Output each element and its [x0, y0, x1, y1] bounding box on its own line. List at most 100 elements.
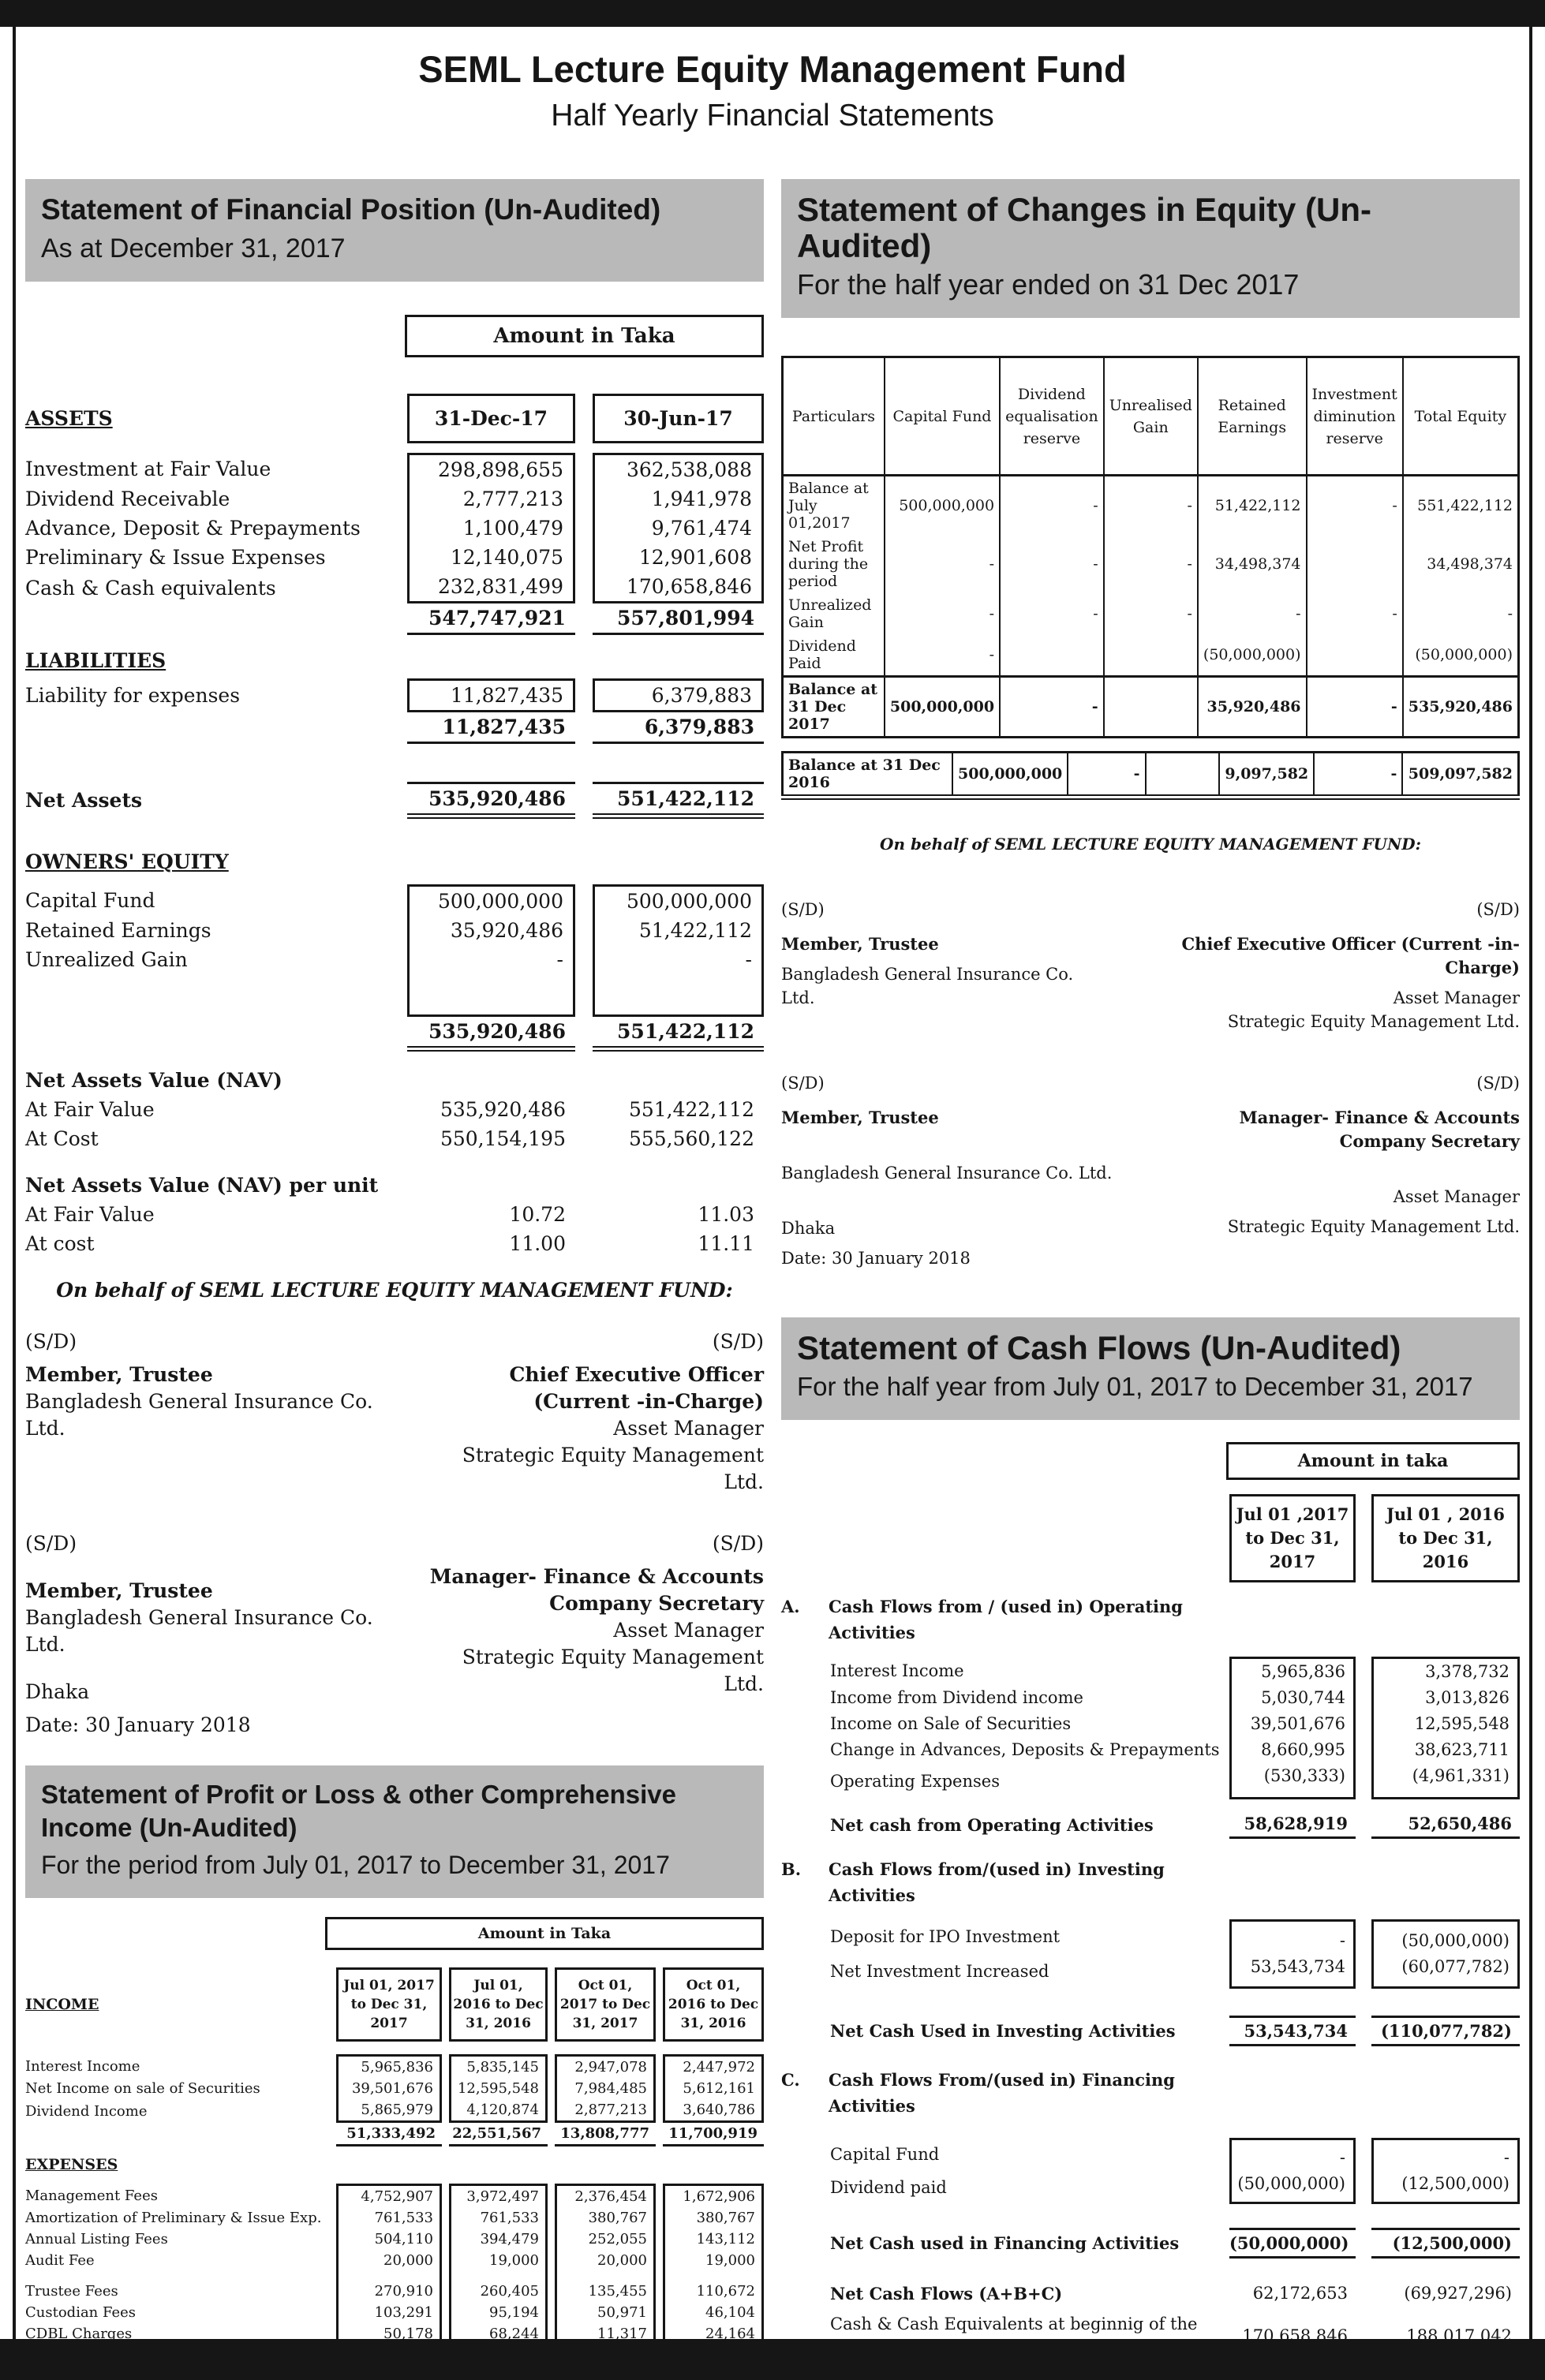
row-label: Advance, Deposit & Prepayments	[25, 517, 361, 540]
signature-row: (S/D) Member, Trustee Bangladesh General…	[25, 1328, 764, 1496]
value-cell: 62,172,653	[1252, 2284, 1348, 2303]
two-column-layout: Statement of Financial Position (Un-Audi…	[24, 157, 1521, 2380]
value-cell: 34,498,374	[1196, 535, 1307, 593]
scf-a-rows: Interest Income 5,965,836 3,378,732 Inco…	[781, 1657, 1520, 1839]
total-cell: (110,077,782)	[1371, 2016, 1520, 2046]
sd-mark: (S/D)	[1476, 900, 1520, 919]
value-cell: 362,538,088	[593, 453, 764, 484]
section-b-title-row: B. Cash Flows from/(used in) Investing Ac…	[781, 1856, 1520, 1908]
sfp-col1-header: 31-Dec-17	[407, 394, 575, 443]
value-cell: 5,612,161	[663, 2078, 764, 2099]
value-cell: 110,672	[663, 2281, 764, 2302]
table-row: Amortization of Preliminary & Issue Exp.…	[25, 2207, 764, 2229]
column-header: Dividend equalisation reserve	[999, 357, 1105, 476]
table-row: Interest Income 5,965,836 3,378,732	[781, 1657, 1520, 1685]
value-cell: (4,961,331)	[1371, 1763, 1520, 1799]
row-label: Dividend Receivable	[25, 488, 230, 510]
expenses-header-row: EXPENSES	[25, 2154, 764, 2176]
signer-role: Member, Trustee	[25, 1579, 213, 1602]
table-row: Dividend Income 5,865,979 4,120,874 2,87…	[25, 2099, 764, 2123]
value-cell: 394,479	[449, 2229, 548, 2250]
signer-role: Member, Trustee	[781, 934, 939, 954]
value-cell: 1,672,906	[663, 2184, 764, 2207]
signer-company: Bangladesh General Insurance Co. Ltd.	[781, 965, 1074, 1007]
scf-heading: Statement of Cash Flows (Un-Audited)	[797, 1329, 1401, 1366]
bottom-black-bar	[0, 2339, 1545, 2380]
value-cell: -	[999, 675, 1105, 738]
value-cell: 535,920,486	[1401, 675, 1520, 738]
table-row: Cash & Cash equivalents 232,831,499 170,…	[25, 572, 764, 603]
total-label: Net Cash used in Financing Activities	[830, 2233, 1180, 2253]
value-cell: 5,965,836	[1229, 1657, 1356, 1685]
scf-c-total-row: Net Cash used in Financing Activities (5…	[781, 2228, 1520, 2259]
signer-title: Asset Manager	[1393, 1187, 1520, 1206]
row-label: Trustee Fees	[25, 2283, 118, 2300]
value-cell: -	[1313, 752, 1404, 798]
row-label: Income on Sale of Securities	[830, 1714, 1072, 1733]
value-cell: 170,658,846	[593, 572, 764, 603]
row-label: Custodian Fees	[25, 2304, 137, 2321]
table-row: Dividend Paid - (50,000,000) (50,000,000…	[781, 634, 1520, 677]
value-cell: 9,097,582	[1218, 752, 1315, 798]
table-row: Investment at Fair Value 298,898,655 362…	[25, 453, 764, 484]
signer-role: Manager- Finance & Accounts	[429, 1565, 764, 1588]
scf-col2-header: Jul 01 , 2016 to Dec 31, 2016	[1371, 1494, 1520, 1582]
sfp-amount-in-taka-box: Amount in Taka	[405, 315, 764, 357]
value-cell	[1144, 752, 1221, 798]
value-cell: -	[1229, 2138, 1356, 2171]
signature-left: (S/D) Member, Trustee Bangladesh General…	[781, 1071, 1112, 1270]
pl-col-header: Jul 01, 2016 to Dec 31, 2016	[449, 1967, 548, 2042]
signature-left: (S/D) Member, Trustee Bangladesh General…	[25, 1328, 417, 1496]
value-cell: -	[1102, 593, 1199, 634]
row-label: Cash & Cash equivalents	[25, 576, 276, 600]
signer-title: Asset Manager	[1393, 988, 1520, 1007]
pl-income-label: INCOME	[25, 1995, 99, 2013]
value-cell: -	[1371, 2138, 1520, 2171]
value-cell: 7,984,485	[555, 2078, 656, 2099]
sfp-assets-rows: Investment at Fair Value 298,898,655 362…	[25, 453, 764, 635]
sfp-heading-bar: Statement of Financial Position (Un-Audi…	[25, 179, 764, 282]
value-cell: 500,000,000	[883, 475, 1001, 535]
scf-column-header-row: Jul 01 ,2017 to Dec 31, 2017 Jul 01 , 20…	[781, 1494, 1520, 1582]
row-label: Audit Fee	[25, 2252, 95, 2269]
row-label: Interest Income	[830, 1661, 964, 1680]
value-cell: 53,543,734	[1229, 1954, 1356, 1989]
value-cell: 4,752,907	[336, 2184, 442, 2207]
row-label: Preliminary & Issue Expenses	[25, 546, 326, 569]
row-label: CDBL Charges	[25, 2326, 133, 2342]
balance-2016-row: Balance at 31 Dec 2016 500,000,000 - 9,0…	[781, 752, 1520, 798]
row-label: Balance at 31 Dec 2017	[781, 675, 885, 738]
column-header: Unrealised Gain	[1102, 357, 1199, 476]
value-cell: 2,376,454	[555, 2184, 656, 2207]
net-assets-label: Net Assets	[25, 789, 143, 812]
value-cell: 9,761,474	[593, 514, 764, 543]
value-cell: -	[1102, 475, 1199, 535]
value-cell: 1,100,479	[407, 514, 575, 543]
total-cell: 551,422,112	[593, 1017, 764, 1052]
pl-income-rows: Interest Income 5,965,836 5,835,145 2,94…	[25, 2054, 764, 2146]
value-cell: 500,000,000	[883, 675, 1001, 738]
value-cell: -	[1196, 593, 1307, 634]
signer-role: Company Secretary	[1339, 1131, 1520, 1151]
row-label: Interest Income	[25, 2057, 140, 2075]
row-label: Unrealized Gain	[781, 593, 885, 634]
row-label: Operating Expenses	[830, 1771, 1000, 1791]
value-cell: -	[999, 475, 1105, 535]
table-row: Retained Earnings 35,920,486 51,422,112	[25, 916, 764, 945]
value-cell: 11.00	[509, 1232, 566, 1255]
total-cell: 53,543,734	[1229, 2016, 1356, 2046]
column-header: Capital Fund	[883, 357, 1001, 476]
value-cell: 12,901,608	[593, 543, 764, 572]
signer-firm: Strategic Equity Management Ltd.	[1227, 1217, 1520, 1236]
row-label: At Fair Value	[25, 1203, 155, 1226]
value-cell: 6,379,883	[593, 678, 764, 712]
page-frame: SEML Lecture Equity Management Fund Half…	[13, 27, 1532, 2380]
value-cell: -	[999, 535, 1105, 593]
net-cash-flows-row: Net Cash Flows (A+B+C) 62,172,653 (69,92…	[781, 2281, 1520, 2307]
section-a-title-row: A. Cash Flows from / (used in) Operating …	[781, 1594, 1520, 1646]
table-row: Unrealized Gain - - - - - -	[781, 593, 1520, 634]
value-cell: -	[1401, 593, 1520, 634]
signature-right: (S/D) Chief Executive Officer (Current -…	[1109, 898, 1520, 1033]
row-label: Balance at 31 Dec 2016	[781, 752, 953, 798]
nav-unit-header-row: Net Assets Value (NAV) per unit	[25, 1171, 764, 1200]
